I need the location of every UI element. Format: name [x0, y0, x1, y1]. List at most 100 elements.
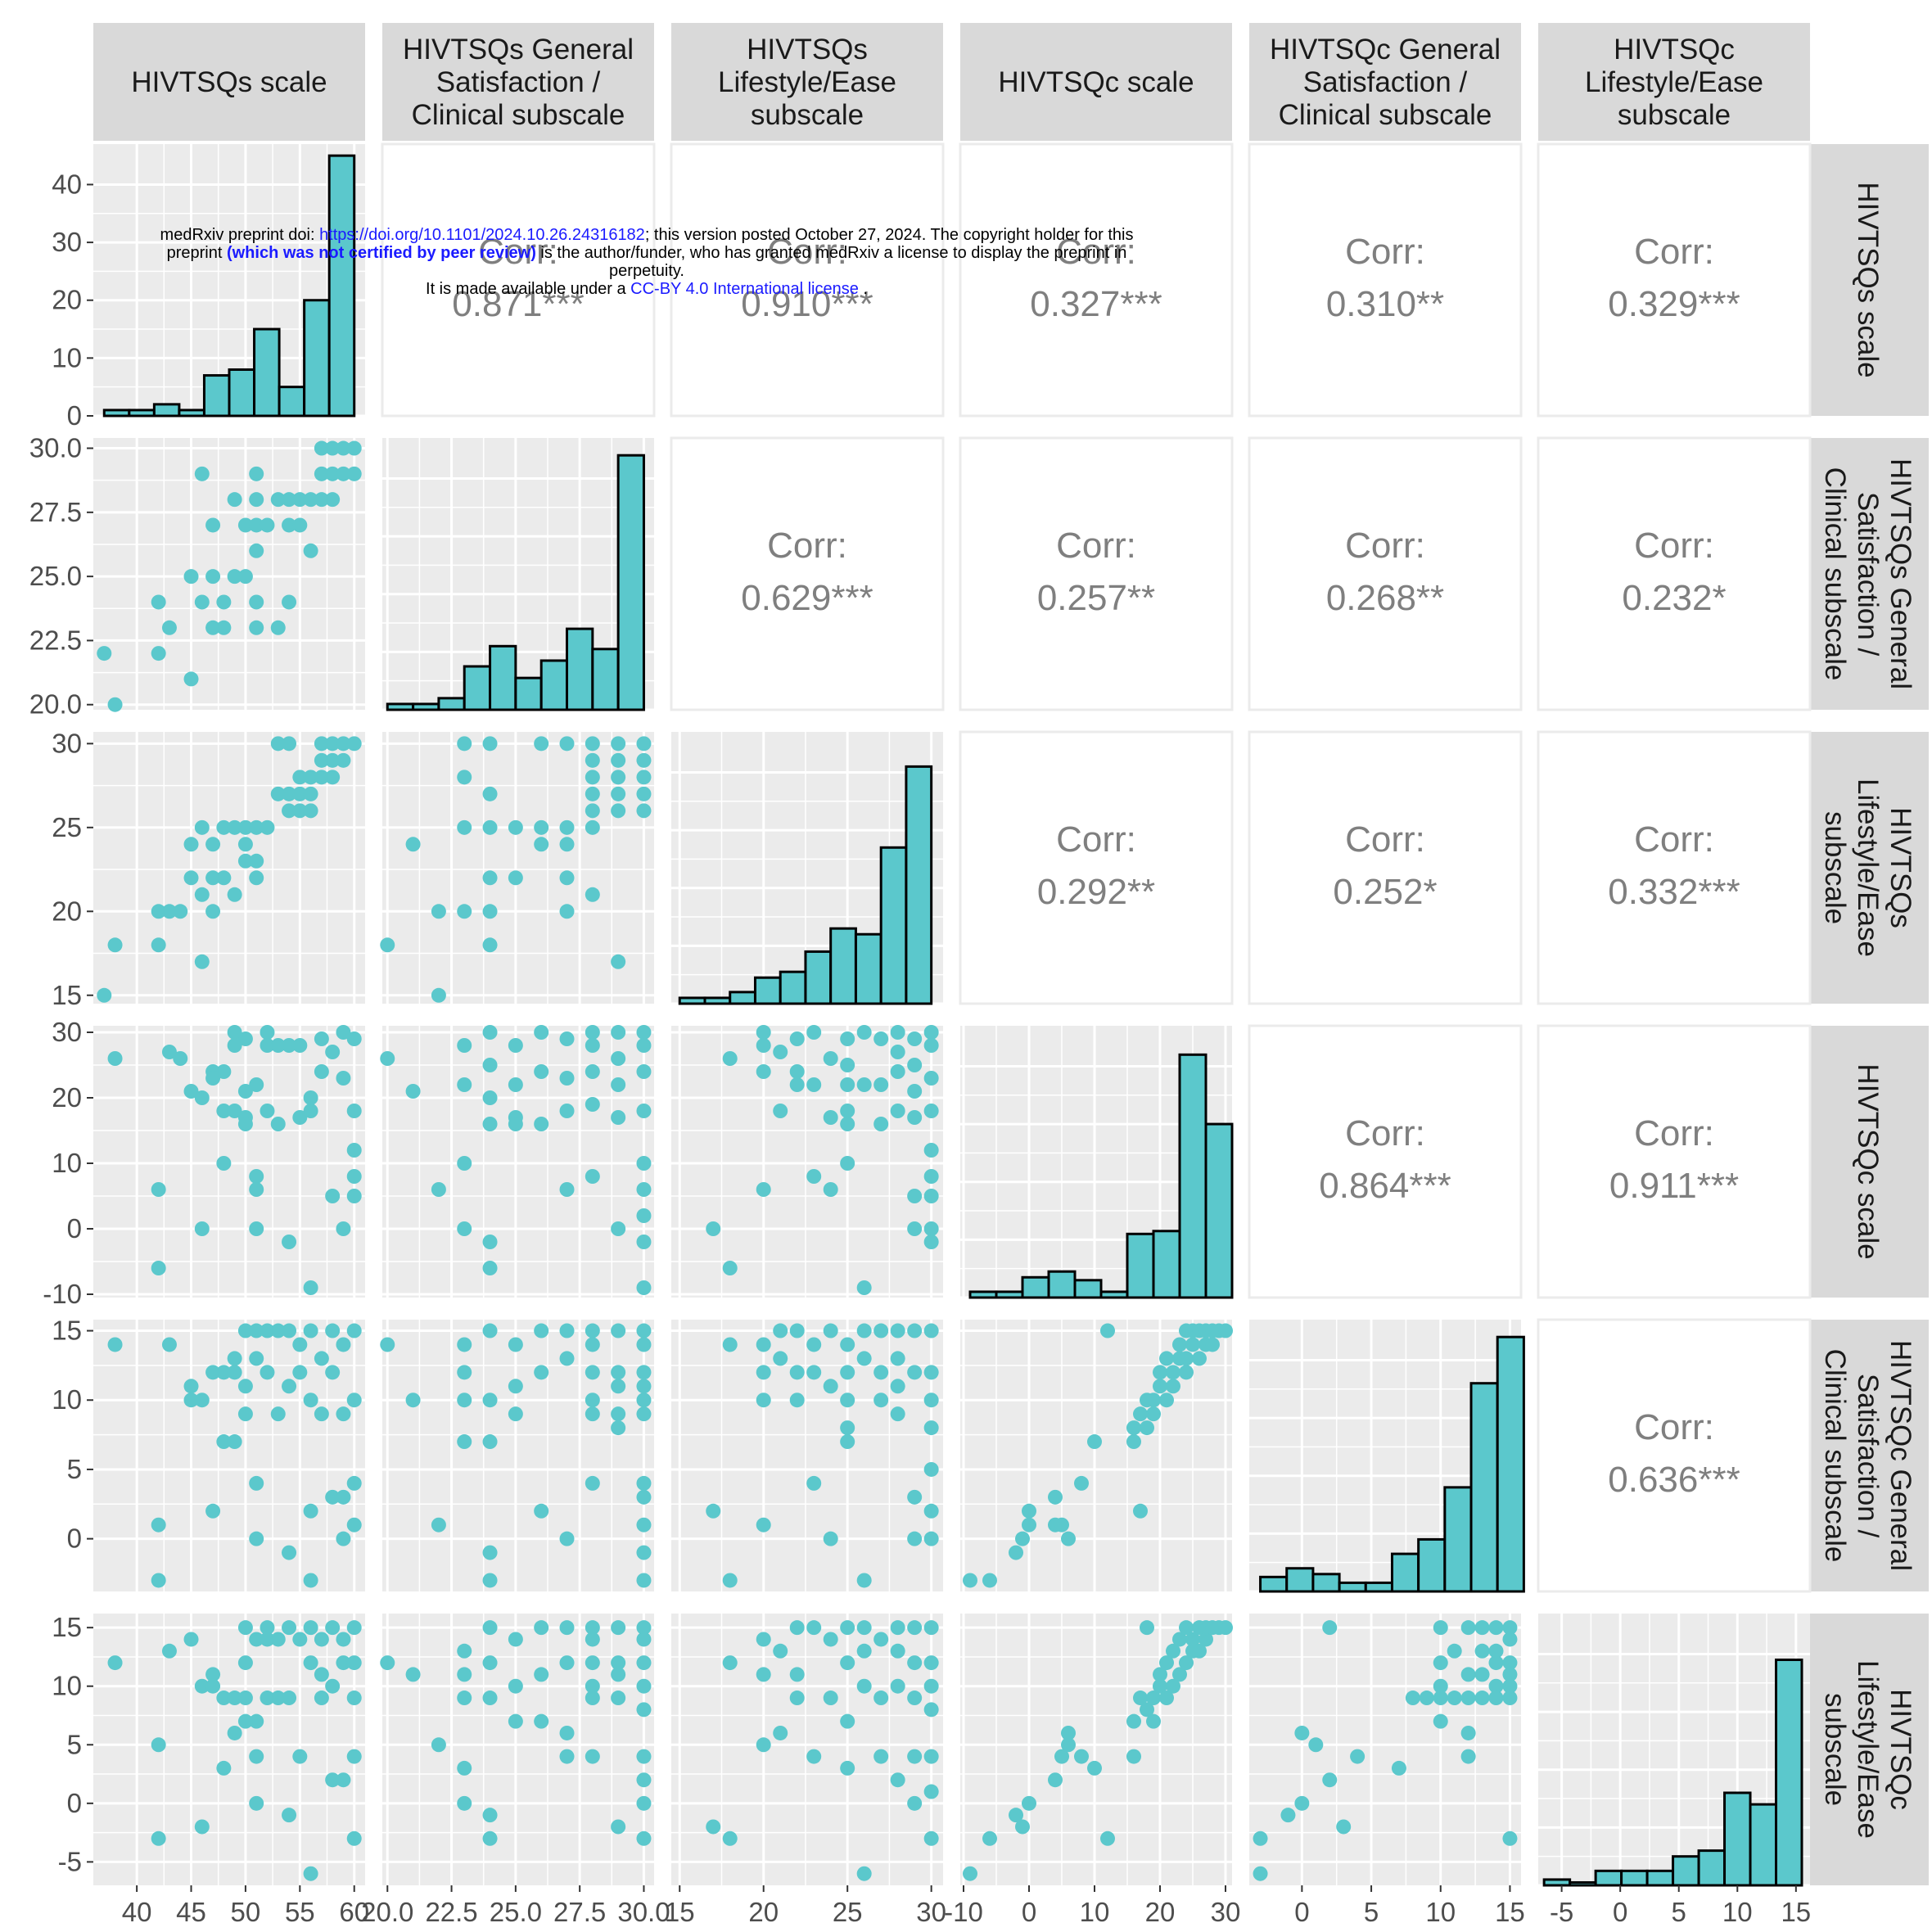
scatter-point [482, 736, 498, 752]
row-strip-label: Lifestyle/Ease [1852, 1660, 1884, 1839]
scatter-point [325, 466, 341, 481]
histogram-bar [386, 702, 415, 711]
scatter-point [1061, 1725, 1076, 1740]
scatter-point [636, 1475, 652, 1491]
scatter-point [923, 1620, 939, 1636]
scatter-point [1192, 1643, 1207, 1659]
scatter-point [1185, 1337, 1200, 1352]
scatter-point [227, 1351, 242, 1366]
scatter-point [923, 1749, 939, 1764]
corr-label: Corr: [1345, 526, 1425, 566]
corr-panel-bg [1248, 1024, 1523, 1299]
scatter-point [1460, 1620, 1476, 1636]
scatter-point [325, 1189, 341, 1203]
peer-review-note: (which was not certified by peer review) [226, 244, 536, 262]
scatter-point [508, 1406, 523, 1422]
scatter-point [756, 1667, 771, 1682]
scatter-point [773, 1104, 788, 1118]
scatter-point [346, 1143, 362, 1158]
scatter-point [260, 517, 275, 533]
scatter-point [292, 770, 308, 785]
scatter-point [1159, 1393, 1174, 1408]
y-tick-label: 5 [67, 1454, 82, 1484]
doi-link[interactable]: https://doi.org/10.1101/2024.10.26.24316… [319, 226, 645, 244]
scatter-point [282, 594, 297, 610]
y-tick-label: 30 [52, 227, 82, 257]
scatter-point [380, 1655, 395, 1671]
scatter-point [636, 1772, 652, 1788]
license-link[interactable]: CC-BY 4.0 International license [630, 280, 859, 298]
x-tick-label: 20 [748, 1897, 779, 1927]
scatter-point [756, 1365, 771, 1380]
scatter-point [431, 987, 446, 1003]
scatter-point [249, 1713, 264, 1729]
scatter-point [756, 1025, 771, 1040]
scatter-point [585, 819, 600, 835]
scatter-point [216, 819, 232, 835]
histogram-bar [1126, 1232, 1155, 1299]
y-tick-label: 27.5 [29, 497, 82, 527]
scatter-point [336, 1531, 351, 1546]
scatter-point [1322, 1620, 1338, 1636]
scatter-point [636, 1749, 652, 1764]
scatter-point [806, 1749, 822, 1764]
scatter-point [282, 1620, 297, 1636]
scatter-point [346, 1169, 362, 1184]
corr-value: 0.232* [1622, 578, 1726, 618]
scatter-point [1074, 1475, 1089, 1491]
scatter-point [314, 1690, 329, 1706]
scatter-point [907, 1655, 923, 1671]
scatter-point [1153, 1667, 1167, 1682]
panel-r6-c1 [93, 1614, 365, 1885]
corr-value: 0.310** [1326, 284, 1444, 324]
scatter-point [260, 1323, 275, 1338]
scatter-point [890, 1406, 905, 1422]
scatter-point [457, 1337, 472, 1352]
scatter-point [173, 1051, 188, 1066]
scatter-point [249, 1632, 264, 1647]
histogram-bar [539, 659, 569, 711]
scatter-point [303, 803, 318, 819]
histogram-bar [202, 374, 231, 418]
scatter-point [260, 1365, 275, 1380]
corr-panel-bg [1248, 730, 1523, 1005]
scatter-point [1474, 1690, 1490, 1706]
panel-r5-c3 [671, 1320, 943, 1591]
scatter-point [205, 517, 221, 533]
x-tick-label: 10 [1425, 1897, 1456, 1927]
scatter-point [840, 1117, 855, 1131]
panel-r2-c4: Corr: 0.257** [959, 436, 1234, 711]
scatter-point [823, 1379, 838, 1394]
scatter-point [303, 1280, 318, 1295]
x-tick-label: -5 [1550, 1897, 1573, 1927]
scatter-point [1179, 1351, 1194, 1366]
scatter-point [722, 1337, 738, 1352]
scatter-point [636, 1620, 652, 1636]
scatter-point [1009, 1545, 1023, 1560]
row-strip-label: Clinical subscale [1819, 467, 1851, 681]
scatter-point [1054, 1749, 1069, 1764]
scatter-point [282, 1379, 297, 1394]
scatter-point [890, 1323, 905, 1338]
scatter-point [1166, 1379, 1180, 1394]
histogram-bar [1749, 1803, 1778, 1887]
scatter-point [1192, 1351, 1207, 1366]
scatter-point [963, 1573, 977, 1588]
scatter-point [907, 1795, 923, 1811]
scatter-point [346, 1189, 362, 1203]
scatter-point [227, 1434, 242, 1450]
row-strip-bg [1808, 144, 1929, 416]
scatter-point [636, 1182, 652, 1197]
scatter-point [97, 987, 112, 1003]
scatter-point [249, 466, 264, 481]
scatter-point [789, 1064, 805, 1079]
scatter-point [482, 1090, 498, 1105]
scatter-point [907, 1749, 923, 1764]
scatter-point [336, 1772, 351, 1788]
scatter-point [585, 1038, 600, 1053]
scatter-point [303, 1573, 318, 1588]
scatter-point [1502, 1620, 1518, 1636]
scatter-panel-bg [382, 1026, 654, 1298]
scatter-point [890, 1045, 905, 1059]
panel-r6-c4 [960, 1614, 1233, 1885]
